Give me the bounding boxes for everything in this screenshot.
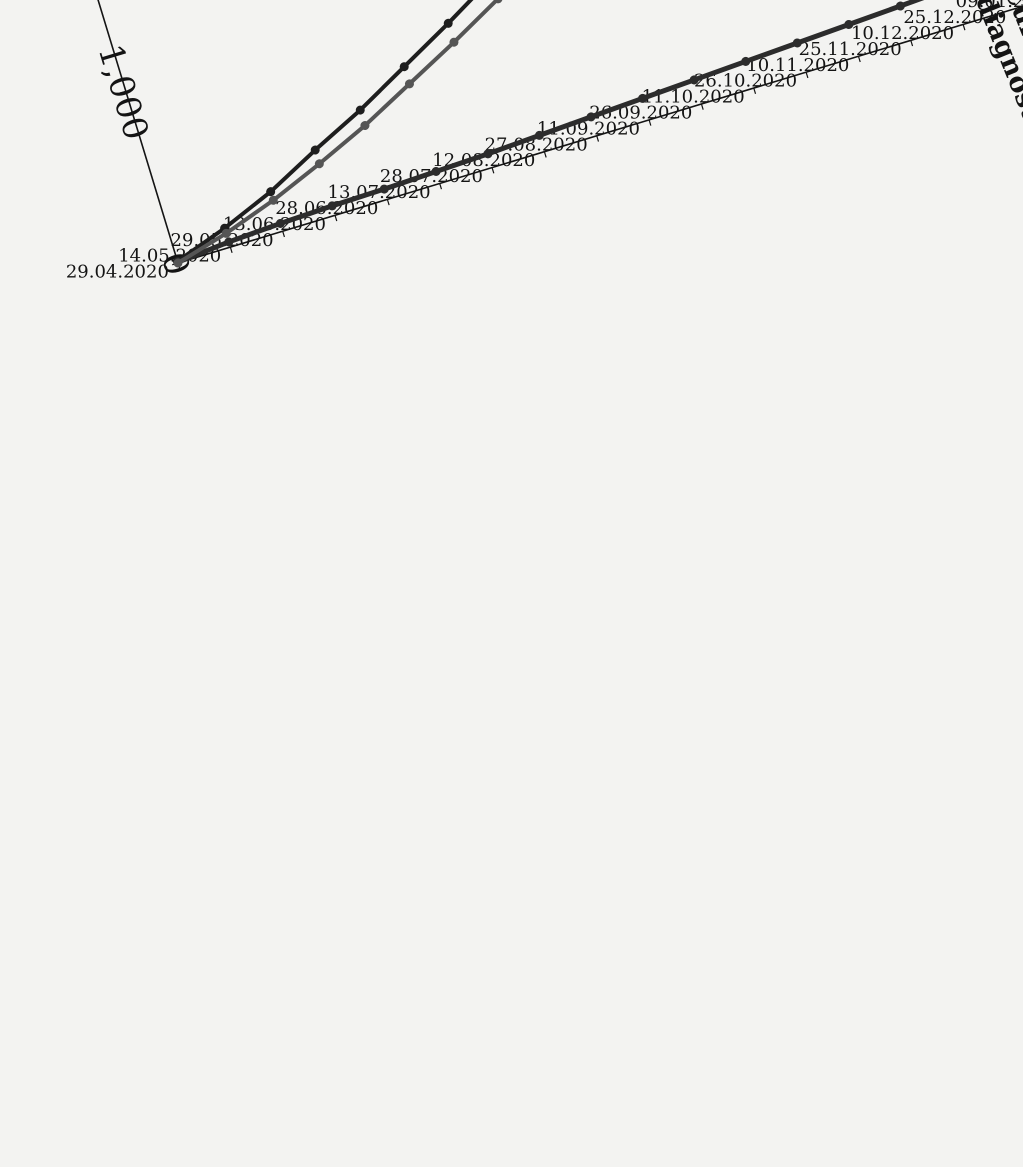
data-point — [355, 105, 365, 115]
data-point — [741, 56, 751, 66]
x-tick-mark — [491, 167, 495, 174]
x-tick-label: 09.01.2021 — [956, 0, 1023, 12]
data-point — [314, 159, 324, 169]
x-tick-label: 25.11.2020 — [799, 39, 902, 60]
x-tick-mark — [543, 151, 547, 158]
x-tick-label: 29.04.2020 — [66, 262, 169, 283]
data-point — [449, 37, 459, 47]
series-line — [175, 0, 951, 265]
data-point — [483, 149, 493, 159]
x-tick-mark — [229, 246, 233, 254]
data-point — [689, 75, 699, 85]
data-point — [443, 18, 453, 28]
data-point — [268, 195, 278, 205]
x-tick-mark — [857, 56, 861, 63]
x-tick-mark — [439, 183, 443, 190]
data-point — [534, 130, 544, 140]
data-point — [431, 166, 441, 176]
x-axis-line — [177, 0, 1023, 264]
series-line — [175, 0, 835, 264]
data-point — [638, 93, 648, 103]
data-point — [404, 79, 414, 89]
x-tick-mark — [282, 231, 286, 238]
data-point — [310, 145, 320, 155]
data-point — [224, 237, 234, 247]
data-point — [792, 38, 802, 48]
x-tick-label: 27.08.2020 — [485, 134, 588, 155]
data-point — [399, 62, 409, 72]
x-tick-mark — [1014, 8, 1018, 15]
x-tick-mark — [962, 24, 966, 31]
y-tick-mark — [119, 90, 126, 94]
axes: 29.04.202014.05.202029.05.202013.06.2020… — [0, 0, 1023, 283]
data-point — [360, 121, 370, 131]
data-point — [266, 187, 276, 197]
series-recuperados — [173, 0, 824, 268]
series-obitos-acumulados — [173, 0, 951, 267]
data-point — [275, 218, 285, 228]
chart-caption: Curva dos casos confirmados, óbitos diag… — [969, 0, 1023, 625]
x-tick-mark — [334, 215, 338, 222]
y-tick-label: 1,000 — [90, 40, 157, 145]
x-tick-mark — [596, 135, 600, 142]
data-point — [844, 19, 854, 29]
plot-area: 29.04.202014.05.202029.05.202013.06.2020… — [0, 0, 1023, 283]
x-tick-label: 11.09.2020 — [537, 118, 640, 139]
data-point — [327, 201, 337, 211]
data-point — [493, 0, 503, 4]
data-point — [586, 112, 596, 122]
caption-line-2: diagnóstico e falecimento, em moradores … — [969, 0, 1023, 625]
y-axis-line — [0, 0, 179, 264]
x-tick-mark — [753, 87, 757, 94]
x-tick-mark — [805, 71, 809, 79]
x-tick-mark — [910, 40, 914, 47]
series-line — [176, 0, 824, 265]
x-tick-mark — [386, 199, 390, 206]
x-tick-mark — [700, 103, 704, 110]
data-point — [173, 258, 183, 268]
x-tick-label: 26.10.2020 — [694, 71, 797, 92]
x-tick-label: 10.12.2020 — [851, 23, 954, 44]
x-tick-mark — [648, 119, 652, 126]
series-layer — [172, 0, 951, 268]
data-point — [221, 228, 231, 238]
data-point — [379, 184, 389, 194]
x-tick-label: 10.11.2020 — [746, 55, 849, 76]
x-tick-label: 25.12.2020 — [903, 7, 1006, 28]
data-point — [895, 1, 905, 11]
